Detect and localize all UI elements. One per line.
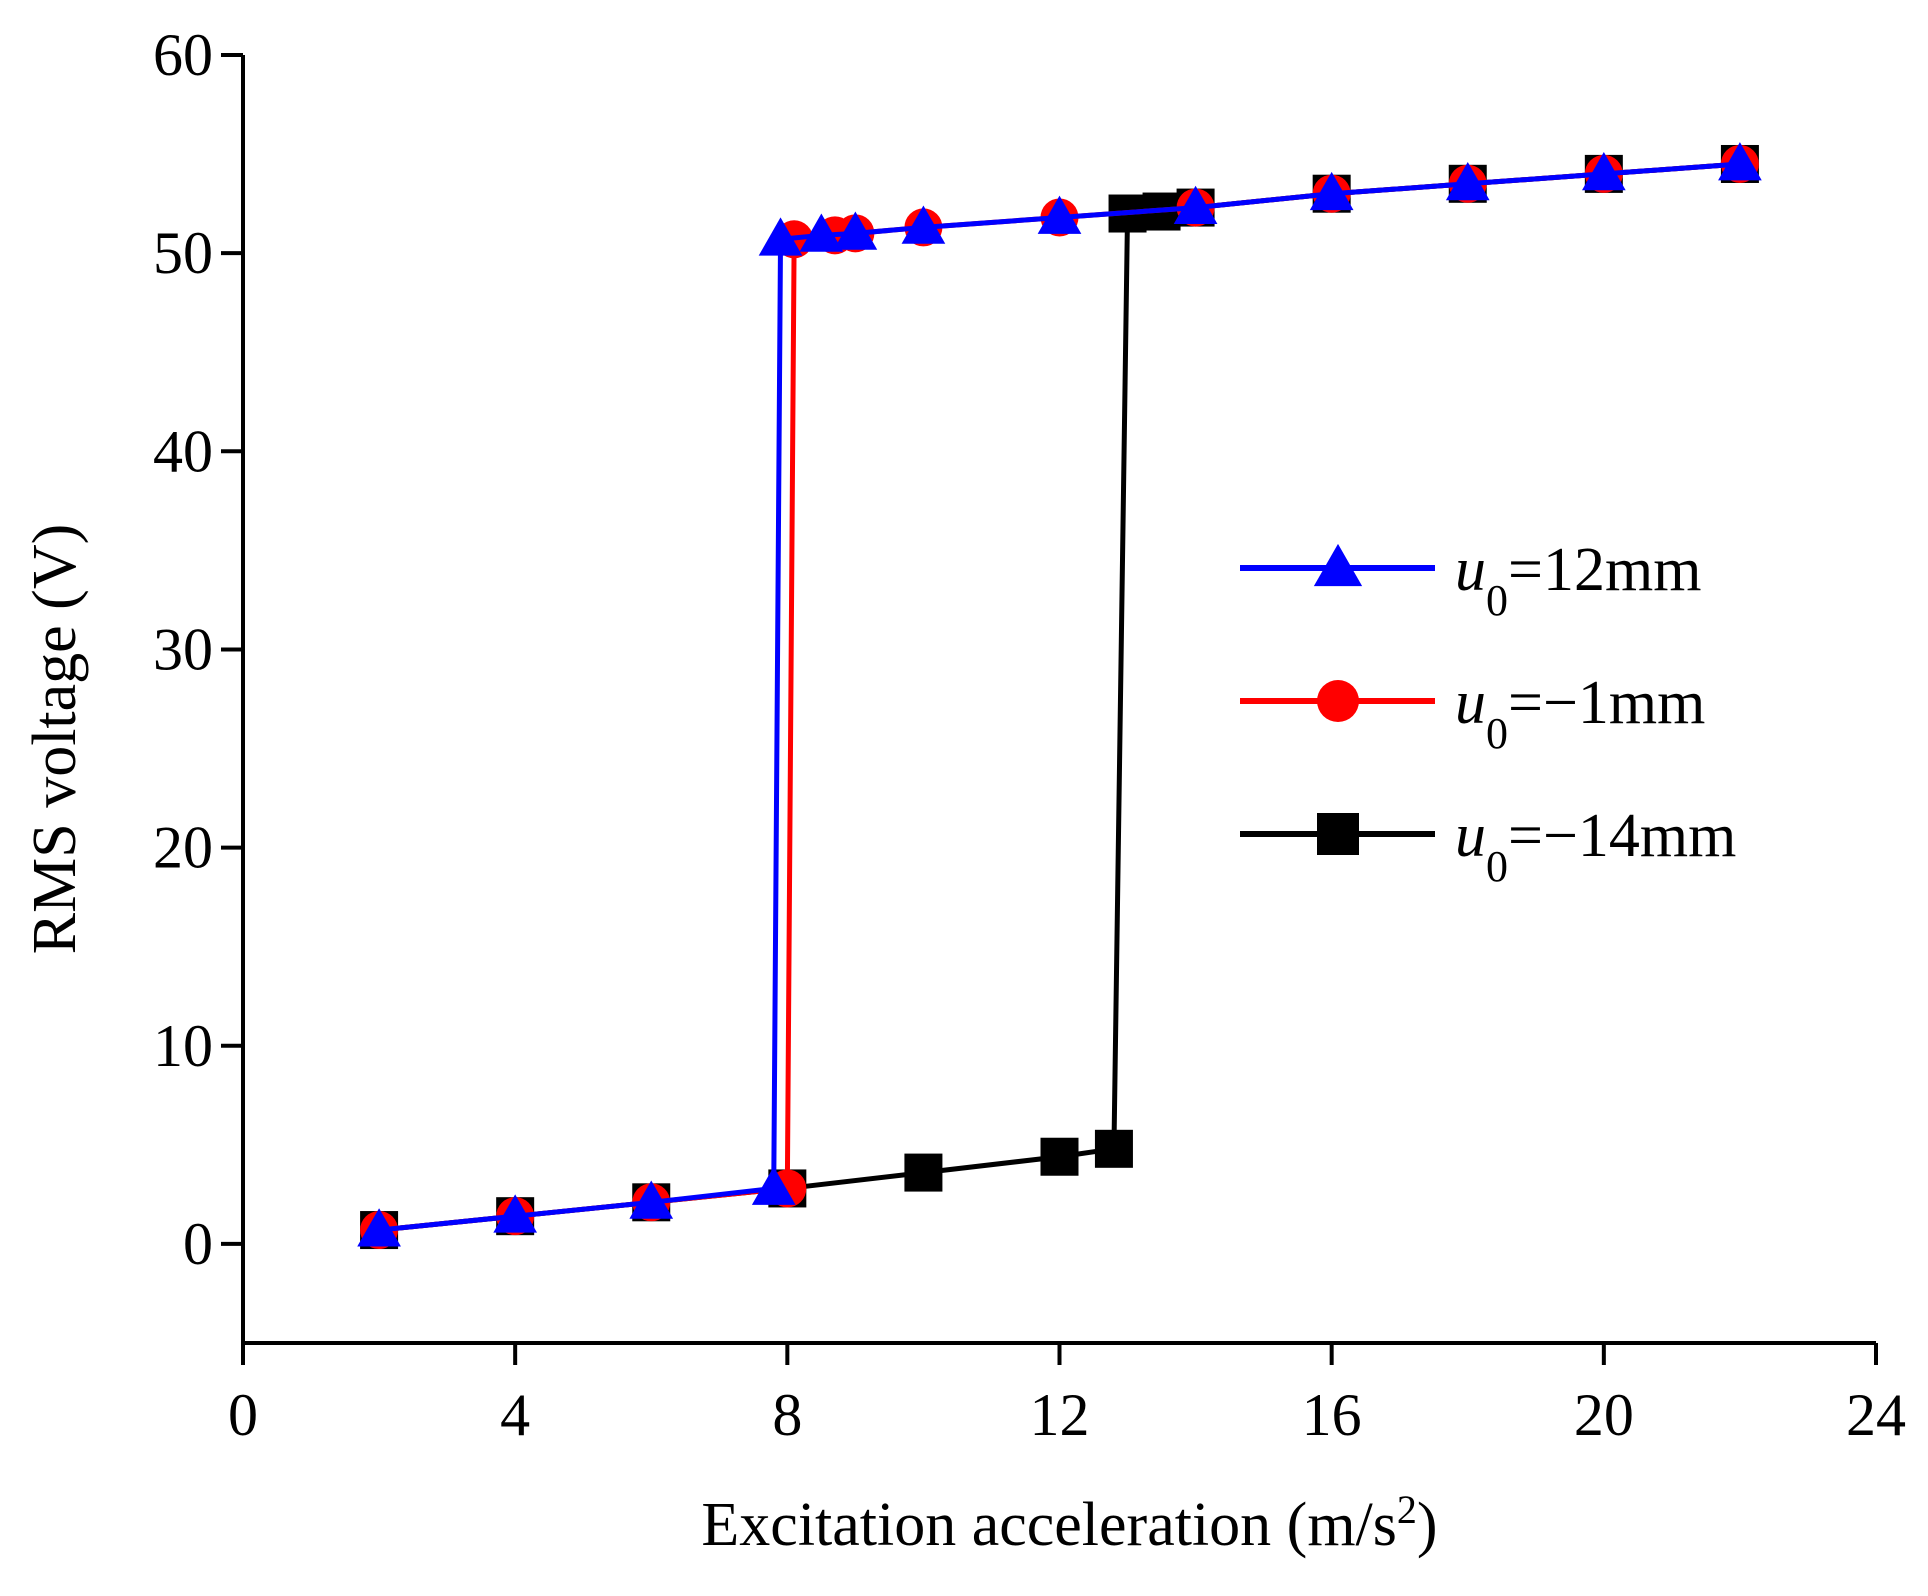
x-tick-label: 24 — [1846, 1382, 1906, 1448]
data-point-triangle — [629, 1180, 674, 1219]
y-tick-label: 10 — [153, 1013, 213, 1079]
data-point-triangle — [1037, 195, 1082, 234]
data-point-square — [1094, 1129, 1133, 1168]
legend-rest: =−14mm — [1508, 802, 1736, 870]
series-u0=12mm — [357, 142, 1762, 1247]
legend-label: u0=12mm — [1455, 536, 1701, 625]
x-axis-title-main: Excitation acceleration (m/s — [701, 1491, 1396, 1559]
legend-marker — [1317, 680, 1359, 722]
legend-label: u0=−14mm — [1455, 802, 1736, 891]
legend-item: u0=−1mm — [1240, 669, 1705, 758]
data-point-triangle — [833, 211, 878, 250]
x-tick-label: 4 — [500, 1382, 530, 1448]
x-axis-title-close: ) — [1417, 1491, 1438, 1559]
y-tick-label: 30 — [153, 616, 213, 682]
legend-var: u — [1455, 669, 1486, 737]
legend-rest: =−1mm — [1508, 669, 1705, 737]
x-axis-title: Excitation acceleration (m/s2) — [701, 1487, 1437, 1560]
legend-item: u0=−14mm — [1240, 802, 1736, 891]
data-point-triangle — [1309, 171, 1354, 211]
data-point-triangle — [1445, 161, 1490, 201]
series-line — [378, 161, 1741, 1233]
legend-var: u — [1455, 536, 1486, 604]
data-point-triangle — [1718, 142, 1762, 181]
legend-marker — [1313, 543, 1363, 587]
data-point-triangle — [1581, 152, 1626, 191]
data-point-triangle — [901, 205, 946, 244]
legend-marker — [1317, 813, 1359, 855]
axes: 0 4 8 12 16 20 24 0 10 20 30 40 50 60 — [153, 22, 1906, 1448]
x-tick-label: 16 — [1302, 1382, 1362, 1448]
legend-var: u — [1455, 802, 1486, 870]
legend-sub: 0 — [1486, 842, 1508, 891]
data-point-triangle — [493, 1194, 538, 1233]
y-tick-label: 0 — [183, 1211, 213, 1277]
y-axis-title: RMS voltage (V) — [21, 524, 89, 955]
x-tick-label: 20 — [1574, 1382, 1634, 1448]
y-tick-label: 40 — [153, 418, 213, 484]
data-point-triangle — [751, 1166, 796, 1205]
x-tick-label: 8 — [772, 1382, 802, 1448]
data-point-square — [904, 1153, 943, 1192]
y-tick-label: 50 — [153, 220, 213, 286]
legend-label: u0=−1mm — [1455, 669, 1705, 758]
data-point-triangle — [357, 1208, 401, 1247]
y-tick-label: 20 — [153, 815, 213, 881]
data-point-triangle — [799, 213, 844, 252]
legend-item: u0=12mm — [1240, 536, 1701, 625]
series-layer — [357, 142, 1762, 1250]
x-tick-label: 12 — [1030, 1382, 1090, 1448]
legend-sub: 0 — [1486, 709, 1508, 758]
y-tick-label: 60 — [153, 22, 213, 88]
x-tick-label: 0 — [228, 1382, 258, 1448]
legend-sub: 0 — [1486, 576, 1508, 625]
data-point-triangle — [758, 217, 803, 256]
legend-rest: =12mm — [1508, 536, 1701, 604]
x-axis-title-superscript: 2 — [1397, 1487, 1417, 1532]
data-point-square — [1040, 1137, 1079, 1176]
data-point-triangle — [1173, 185, 1218, 224]
